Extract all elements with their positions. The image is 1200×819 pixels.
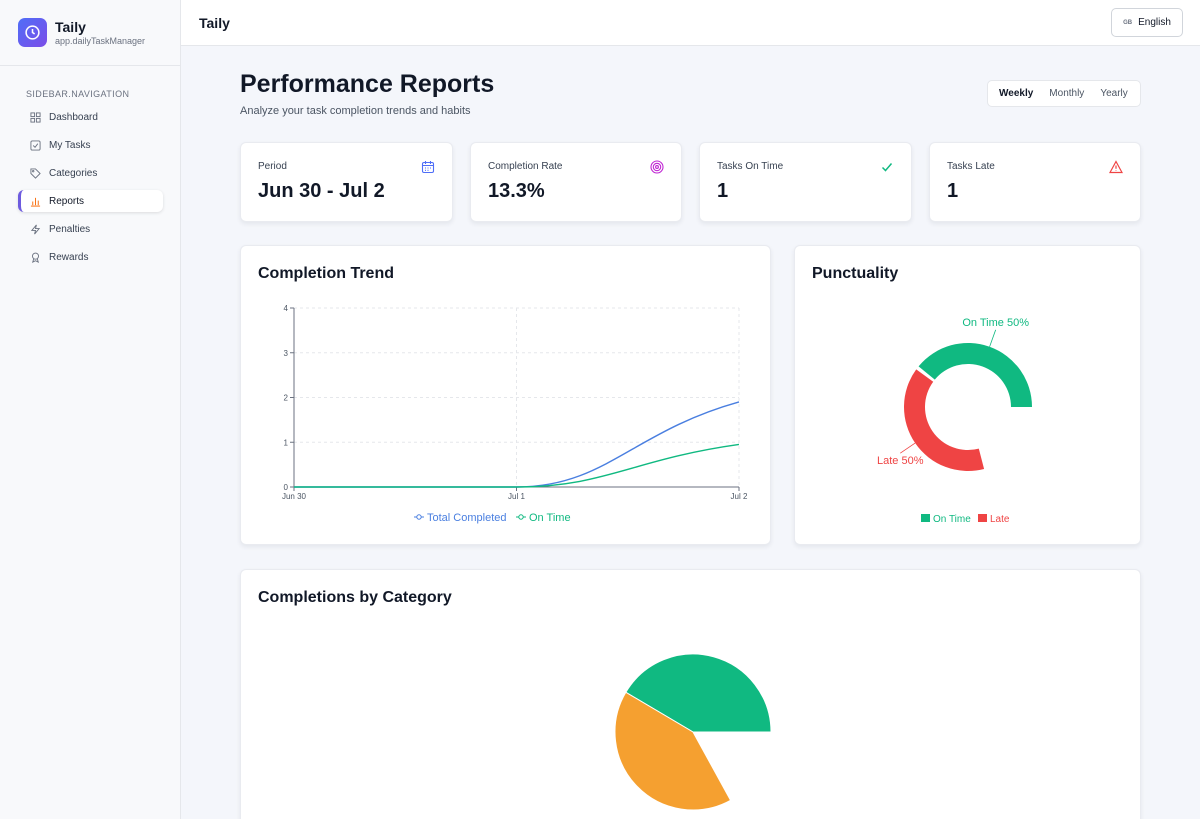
slice-leader (900, 442, 916, 454)
legend-swatch (921, 514, 930, 522)
sidebar-item-label: Penalties (49, 223, 91, 235)
award-icon (30, 252, 41, 263)
stat-label: Tasks Late (947, 161, 995, 172)
category-card: Completions by Category (240, 569, 1141, 819)
y-tick-label: 1 (284, 438, 289, 447)
stat-value: 1 (947, 180, 959, 202)
series-line (294, 443, 740, 488)
y-tick-label: 4 (284, 304, 289, 313)
flag-icon: GB (1123, 19, 1133, 26)
stat-card-period: Period Jun 30 - Jul 2 (240, 142, 453, 222)
sidebar-item-reports[interactable]: Reports (18, 190, 163, 212)
punctuality-card: Punctuality On Time 50% Late 50% On Time La… (794, 245, 1141, 545)
stat-card-late: Tasks Late 1 (929, 142, 1141, 222)
pie-slice (625, 653, 772, 733)
sidebar-item-label: Rewards (49, 251, 89, 263)
x-tick-label: Jul 1 (508, 492, 525, 501)
legend-label: On Time (529, 512, 571, 524)
legend-label: Late (990, 514, 1010, 525)
legend-marker (518, 514, 524, 520)
bolt-icon (30, 224, 41, 235)
grid-icon (30, 111, 41, 123)
stat-card-completion-rate: Completion Rate 13.3% (470, 142, 682, 222)
sidebar-item-label: Categories (49, 167, 98, 179)
x-tick-label: Jul 2 (731, 492, 748, 501)
x-tick-label: Jun 30 (282, 492, 307, 501)
legend-marker (416, 514, 422, 520)
y-tick-label: 3 (284, 349, 289, 358)
clock-icon (18, 18, 47, 47)
tab-weekly[interactable]: Weekly (999, 88, 1034, 99)
check-icon (880, 160, 894, 174)
warning-icon (1108, 160, 1124, 174)
calendar-icon (421, 160, 435, 174)
sidebar-item-label: Reports (49, 195, 85, 207)
sidebar-nav: Dashboard My Tasks Categories Reports Pe… (0, 99, 180, 268)
app-subtitle: app.dailyTaskManager (55, 35, 146, 46)
chart-title: Punctuality (812, 265, 899, 282)
stat-label: Period (258, 161, 287, 172)
legend-label: On Time (933, 514, 971, 525)
chart-title: Completion Trend (258, 265, 394, 282)
sidebar-item-label: Dashboard (49, 111, 98, 123)
stat-value: 13.3% (488, 180, 545, 202)
tab-monthly[interactable]: Monthly (1049, 88, 1085, 99)
stat-value: 1 (717, 180, 729, 202)
page-title: Performance Reports (240, 70, 495, 98)
sidebar-item-categories[interactable]: Categories (18, 162, 163, 184)
stat-card-on-time: Tasks On Time 1 (699, 142, 912, 222)
stat-value: Jun 30 - Jul 2 (258, 180, 385, 202)
donut-slice (918, 343, 1032, 407)
target-icon (650, 160, 664, 174)
stat-label: Completion Rate (488, 161, 563, 172)
nav-heading: SIDEBAR.NAVIGATION (26, 89, 130, 99)
language-button[interactable]: GB English (1111, 8, 1183, 37)
punctuality-chart: On Time 50% Late 50% On Time Late (877, 317, 1032, 525)
range-tabs: Weekly Monthly Yearly (987, 80, 1141, 107)
tag-icon (30, 167, 41, 179)
slice-label: On Time 50% (962, 317, 1029, 329)
legend-item: Total Completed (414, 512, 507, 524)
slice-leader (989, 329, 997, 347)
language-label: English (1138, 17, 1171, 28)
series-line (294, 401, 740, 488)
sidebar: Taily app.dailyTaskManager SIDEBAR.NAVIG… (0, 0, 181, 819)
brand: Taily app.dailyTaskManager (0, 0, 180, 66)
app-name: Taily (55, 18, 86, 35)
tab-yearly[interactable]: Yearly (1100, 88, 1128, 99)
sidebar-item-dashboard[interactable]: Dashboard (18, 106, 163, 128)
stat-label: Tasks On Time (717, 161, 784, 172)
topbar-title: Taily (199, 14, 230, 31)
category-chart (614, 653, 772, 811)
legend-item: On Time (516, 512, 571, 524)
bar-chart-icon (30, 196, 41, 207)
sidebar-item-rewards[interactable]: Rewards (18, 246, 163, 268)
sidebar-item-penalties[interactable]: Penalties (18, 218, 163, 240)
y-tick-label: 2 (284, 394, 289, 403)
checkbox-icon (30, 139, 41, 151)
completion-trend-card: Completion Trend 0 1 2 3 4 Jun 30 Jul 1 Jul 2 To… (240, 245, 771, 545)
y-tick-label: 0 (284, 483, 289, 492)
topbar: Taily GB English (181, 0, 1200, 46)
completion-trend-chart: 0 1 2 3 4 Jun 30 Jul 1 Jul 2 Total Completed On T… (282, 304, 748, 524)
donut-slice (904, 369, 985, 471)
legend-label: Total Completed (427, 512, 507, 524)
slice-label: Late 50% (877, 455, 924, 467)
pie-slice (614, 691, 732, 811)
sidebar-item-my-tasks[interactable]: My Tasks (18, 134, 163, 156)
legend-swatch (978, 514, 987, 522)
page-subtitle: Analyze your task completion trends and … (240, 105, 471, 117)
sidebar-item-label: My Tasks (49, 139, 91, 151)
chart-title: Completions by Category (258, 589, 452, 606)
